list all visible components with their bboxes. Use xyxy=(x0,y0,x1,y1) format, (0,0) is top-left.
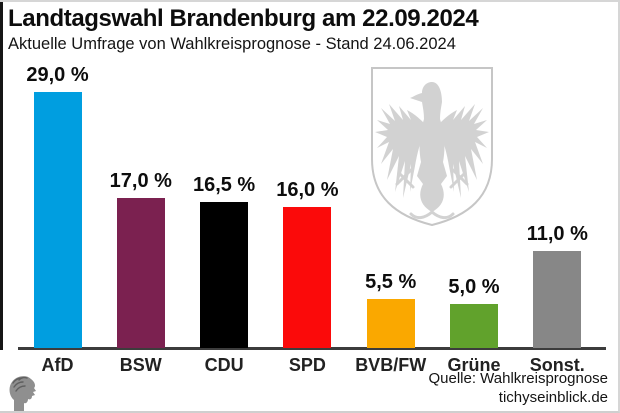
category-label-cdu: CDU xyxy=(204,355,244,375)
bar-spd xyxy=(283,206,332,348)
bar-value-label-sonst: 11,0 % xyxy=(526,222,588,245)
category-label-grune: Grüne xyxy=(447,355,501,375)
bar-bvb-fw xyxy=(366,299,415,348)
bar-value-label-grune: 5,0 % xyxy=(448,275,500,298)
page-title: Landtagswahl Brandenburg am 22.09.2024 xyxy=(8,5,479,32)
page-subtitle: Aktuelle Umfrage von Wahlkreisprognose -… xyxy=(8,35,456,53)
bar-value-label-spd: 16,0 % xyxy=(276,178,339,201)
bar-bsw xyxy=(116,197,165,348)
hair-curls xyxy=(12,376,28,392)
category-label-bsw: BSW xyxy=(119,355,162,375)
source-line-2: tichyseinblick.de xyxy=(498,388,608,406)
category-label-afd: AfD xyxy=(41,355,74,375)
bar-value-label-afd: 29,0 % xyxy=(26,63,89,86)
category-label-bvb-fw: BVB/FW xyxy=(355,355,427,375)
page-edge-shadow xyxy=(0,2,3,350)
category-label-spd: SPD xyxy=(288,355,326,375)
bar-grune xyxy=(450,303,498,348)
eagle-icon xyxy=(375,82,489,212)
bar-sonst xyxy=(533,250,582,348)
bar-cdu xyxy=(200,202,249,348)
x-axis-line xyxy=(18,347,606,350)
bar-afd xyxy=(33,91,82,348)
eagle-claws xyxy=(395,168,469,220)
source-line-1: Quelle: Wahlkreisprognose xyxy=(428,369,608,387)
bar-value-label-bsw: 17,0 % xyxy=(109,169,172,192)
bar-value-label-cdu: 16,5 % xyxy=(192,174,256,197)
category-label-sonst: Sonst. xyxy=(529,355,585,375)
source-credit: Quelle: Wahlkreisprognose tichyseinblick… xyxy=(428,369,608,407)
bar-value-label-bvb-fw: 5,5 % xyxy=(365,271,417,294)
brandenburg-coat-of-arms-icon xyxy=(371,67,493,227)
tichys-einblick-logo xyxy=(9,376,36,411)
